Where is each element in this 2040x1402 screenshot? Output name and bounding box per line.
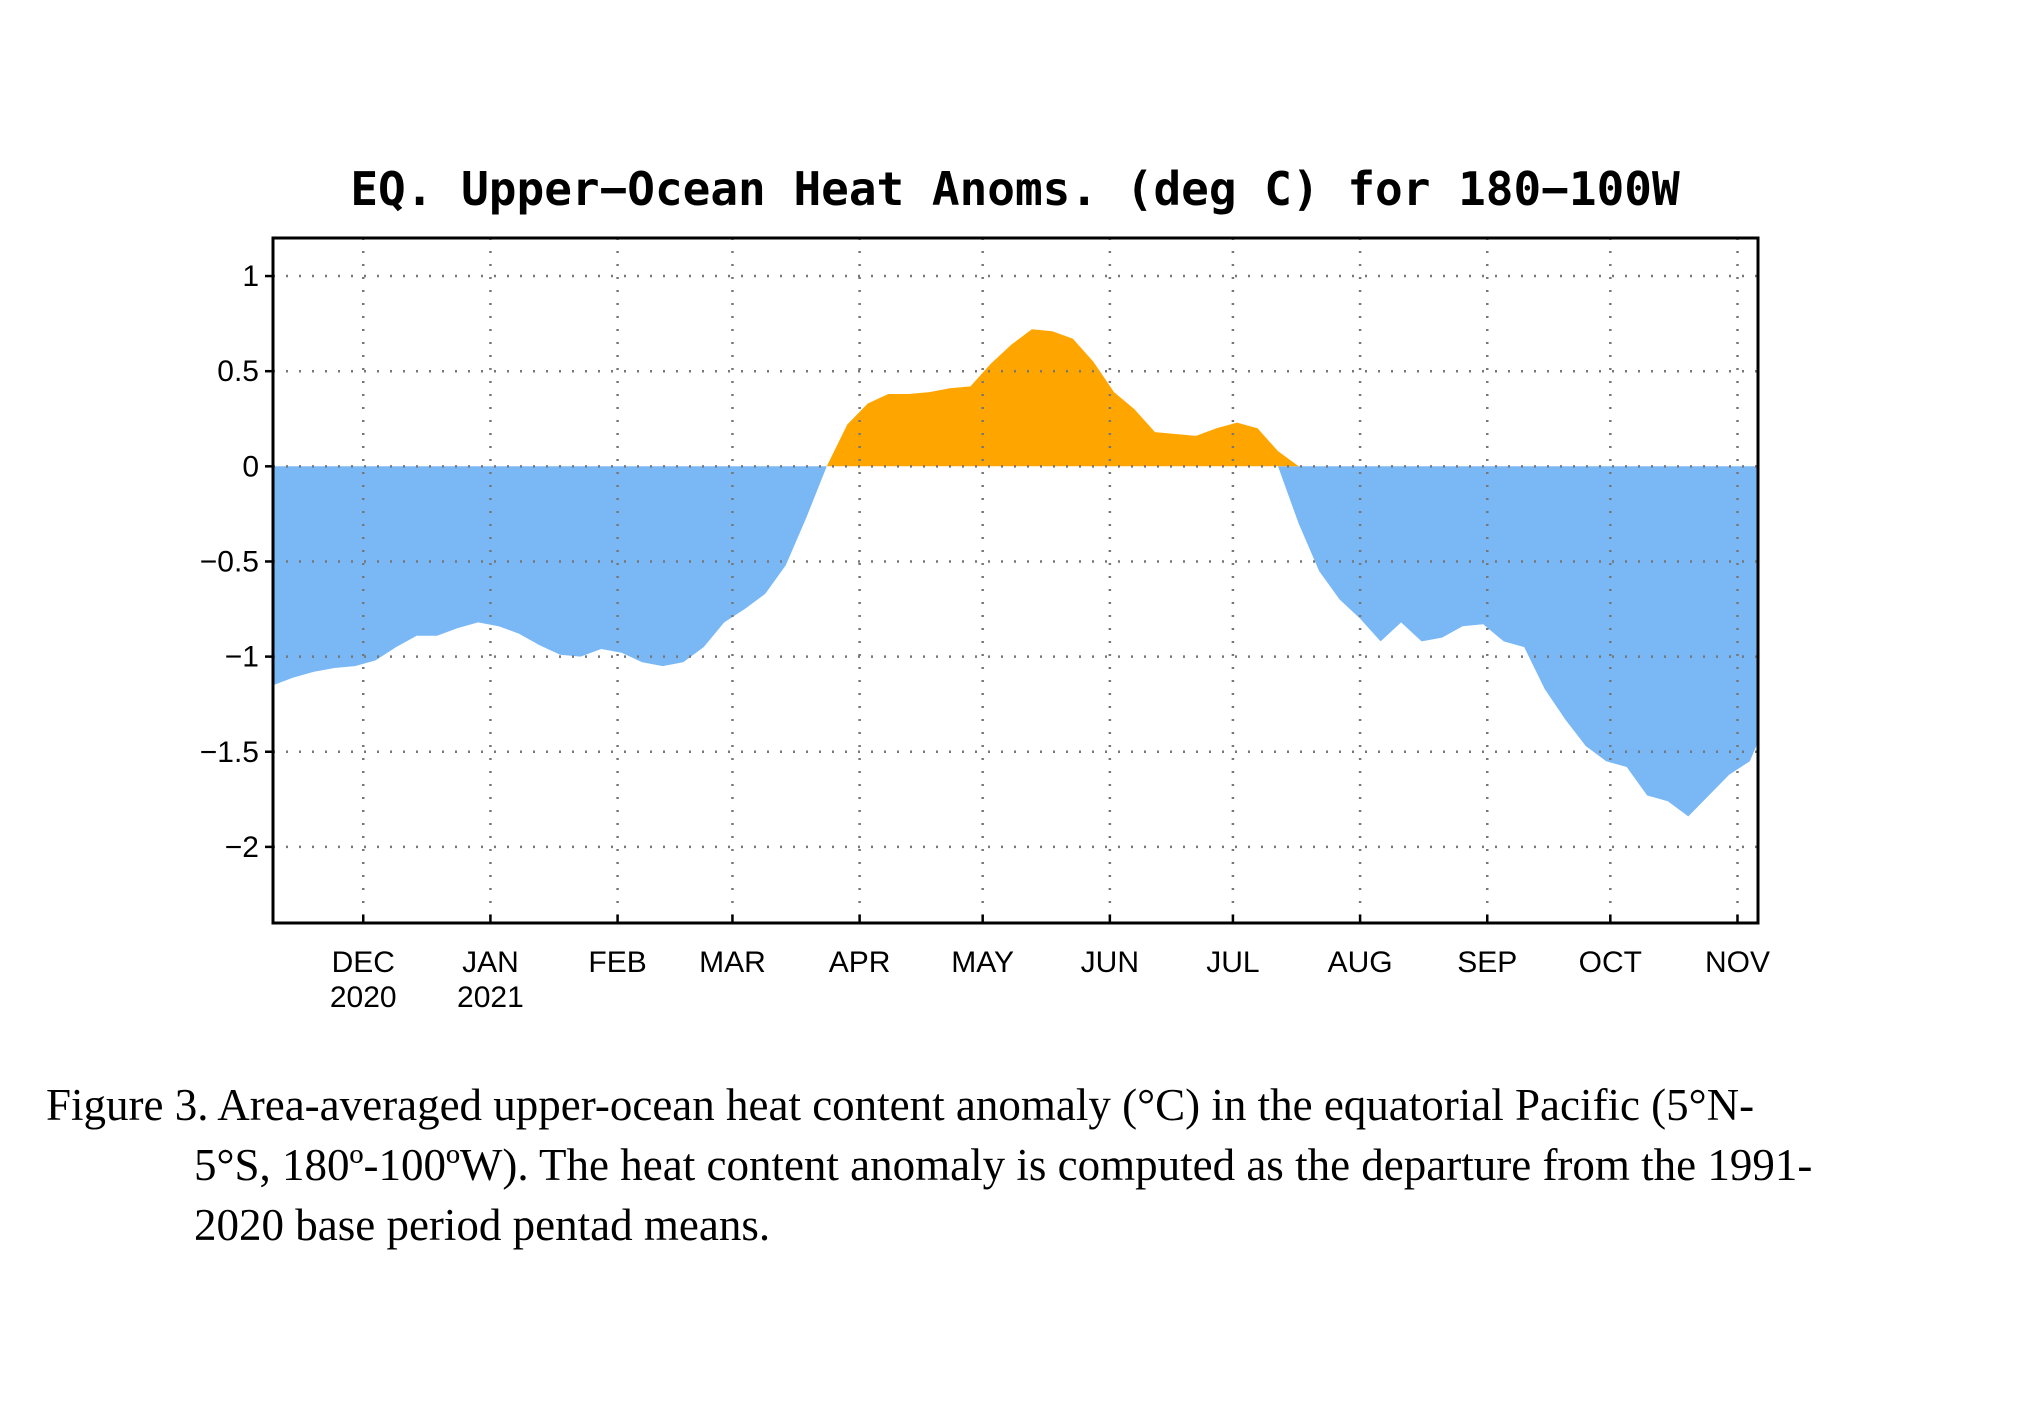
x-tick-label: APR [829,946,891,979]
negative-anomaly-area-layer [273,466,1758,817]
chart-title: EQ. Upper−Ocean Heat Anoms. (deg C) for … [350,162,1680,216]
x-tick-year-label: 2020 [330,981,397,1014]
y-tick-label: 1 [242,260,259,293]
x-tick-label: DEC [332,946,395,979]
y-tick-label: −1 [225,641,259,674]
x-tick-year-label: 2021 [457,981,524,1014]
x-tick-label: NOV [1705,946,1770,979]
caption-line-3: 2020 base period pentad means. [194,1200,771,1250]
plot-frame [271,236,1760,925]
grid-lines [273,238,1758,923]
x-tick-label: OCT [1579,946,1642,979]
positive-anomaly-area [273,329,1758,467]
caption-line-1: Figure 3. Area-averaged upper-ocean heat… [46,1080,1755,1130]
y-tick-label: 0.5 [217,355,259,388]
y-tick-label: 0 [242,450,259,483]
positive-anomaly-area-layer [273,329,1758,467]
x-tick-label: FEB [588,946,646,979]
y-tick-label: −0.5 [200,545,259,578]
negative-anomaly-area [273,466,1758,817]
x-tick-label: JAN [462,946,519,979]
figure-caption: Figure 3. Area-averaged upper-ocean heat… [46,1075,2006,1255]
caption-line-2: 5°S, 180º-100ºW). The heat content anoma… [194,1140,1813,1190]
y-axis-ticks: 1 0.5 0 −0.5 −1 −1.5 −2 [200,260,273,864]
y-tick-label: −2 [225,831,259,864]
x-tick-label: MAR [699,946,766,979]
x-tick-label: AUG [1328,946,1393,979]
heat-anomaly-chart: EQ. Upper−Ocean Heat Anoms. (deg C) for … [200,162,1770,1014]
y-tick-label: −1.5 [200,736,259,769]
x-tick-label: MAY [951,946,1014,979]
x-tick-label: SEP [1457,946,1517,979]
x-tick-label: JUN [1081,946,1139,979]
x-tick-label: JUL [1206,946,1259,979]
